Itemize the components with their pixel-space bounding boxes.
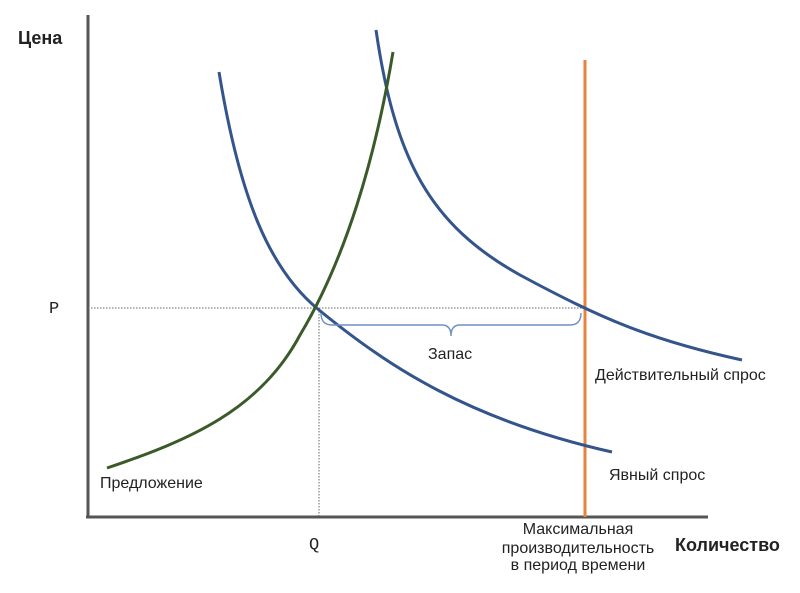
apparent-demand-label: Явный спрос	[609, 467, 705, 484]
y-axis-title: Цена	[18, 28, 63, 48]
true-demand-curve	[374, 29, 743, 362]
gap-brace	[320, 312, 582, 337]
x-axis-title: Количество	[675, 535, 780, 555]
quantity-tick-label: Q	[309, 536, 319, 555]
capacity-label-line-1: Максимальная	[523, 521, 634, 538]
capacity-label-line-2: производительность	[502, 540, 654, 557]
gap-label: Запас	[428, 346, 472, 363]
supply-curve	[106, 51, 395, 470]
price-tick-label: P	[49, 300, 59, 319]
true-demand-label: Действительный спрос	[595, 367, 766, 384]
supply-label: Предложение	[100, 475, 203, 492]
capacity-label-line-3: в период времени	[511, 557, 646, 574]
apparent-demand-curve	[217, 71, 613, 454]
